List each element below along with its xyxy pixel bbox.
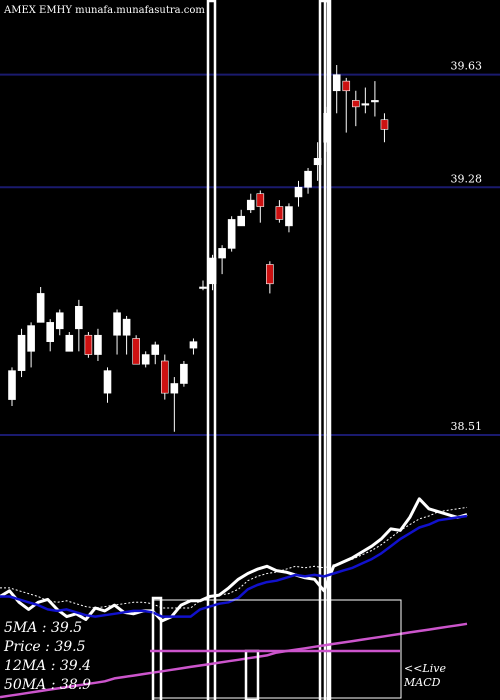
- y-tick-label: 38.51: [451, 420, 483, 433]
- candle-body: [266, 264, 274, 285]
- price-gridlines: [0, 73, 500, 436]
- candle-body: [103, 370, 112, 394]
- candle-body: [256, 193, 265, 207]
- candle-body: [218, 248, 226, 259]
- candle-body: [294, 186, 303, 198]
- candle-body: [55, 312, 64, 330]
- candle-body: [65, 334, 74, 352]
- live-link[interactable]: <<Live: [404, 662, 446, 675]
- macd-highlight-box: [152, 599, 402, 699]
- candle-body: [332, 74, 341, 92]
- candle-body: [132, 338, 140, 365]
- candle-body: [170, 383, 179, 394]
- candle-body: [75, 305, 83, 330]
- candle-body: [94, 334, 102, 355]
- candle-body: [351, 100, 360, 108]
- candle-body: [46, 322, 55, 342]
- candle-body: [122, 318, 131, 336]
- price-axis-labels: 39.63 39.28 38.51: [451, 60, 483, 433]
- candle-body: [380, 119, 389, 130]
- candle-body: [237, 215, 245, 227]
- macd-line: [0, 497, 468, 623]
- y-tick-label: 39.28: [451, 172, 483, 185]
- chart-header: AMEX EMHY munafa.munafasutra.com: [3, 5, 205, 16]
- candle-body: [161, 360, 169, 394]
- ma12-readout: 12MA : 39.4: [4, 658, 91, 674]
- candle-body: [199, 286, 207, 289]
- candle-body: [342, 80, 351, 92]
- candle-body: [361, 103, 370, 106]
- y-tick-label: 39.63: [451, 60, 483, 73]
- macd-panel: [0, 497, 468, 700]
- candle-body: [36, 293, 45, 323]
- candle-body: [8, 370, 16, 400]
- price-readout: Price : 39.5: [3, 639, 86, 655]
- macd-label: MACD: [403, 676, 441, 689]
- candle-body: [151, 344, 160, 355]
- candle-body: [208, 257, 217, 285]
- candle-body: [189, 341, 198, 349]
- macd-dotted-line: [0, 506, 468, 609]
- candle-body: [17, 334, 26, 371]
- candle-body: [27, 325, 35, 352]
- candle-body: [285, 206, 293, 227]
- candle-body: [371, 100, 379, 103]
- candle-body: [275, 206, 284, 220]
- candle-body: [84, 334, 93, 355]
- ma5-readout: 5MA : 39.5: [4, 620, 82, 636]
- candle-body: [227, 219, 236, 249]
- candle-body: [113, 312, 121, 336]
- volume-bar-3: [323, 0, 332, 700]
- candle-body: [246, 199, 255, 211]
- volume-markers: [151, 0, 332, 700]
- candle-body: [304, 170, 312, 188]
- ma50-readout: 50MA : 38.9: [4, 677, 91, 693]
- volume-bar-1: [206, 0, 217, 700]
- candlestick-series: [8, 65, 389, 432]
- candle-body: [141, 354, 150, 365]
- long-average-line: [0, 622, 468, 699]
- candle-body: [313, 158, 322, 166]
- candle-body: [180, 363, 188, 384]
- candle-body: [323, 112, 331, 143]
